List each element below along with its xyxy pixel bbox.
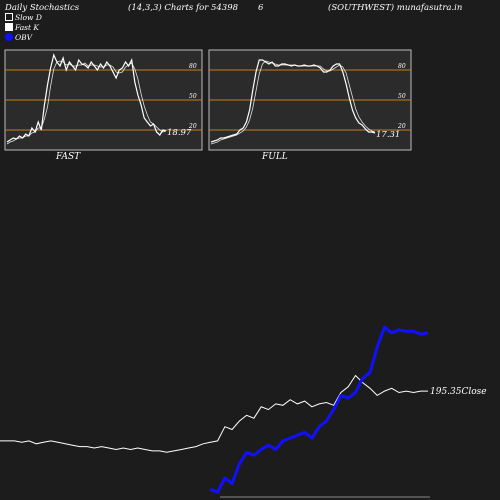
legend-slow-d-label: Slow D xyxy=(15,13,42,22)
fast-slow-d-line xyxy=(6,60,167,145)
full-fast-k-line xyxy=(210,59,376,143)
full-level-50-label: 50 xyxy=(398,93,406,100)
full-level-80-label: 80 xyxy=(398,63,406,70)
slow-d-swatch xyxy=(5,13,13,21)
legend-obv-label: OBV xyxy=(15,33,33,42)
obv-line xyxy=(209,325,429,494)
fast-panel-label: FAST xyxy=(56,152,81,162)
full-slow-d-line xyxy=(210,60,376,145)
chart-title: Daily Stochastics xyxy=(5,3,80,13)
obv-swatch xyxy=(5,33,13,41)
fast-fast-k-line xyxy=(6,53,167,143)
full-level-20-label: 20 xyxy=(397,123,406,130)
full-value-label: 17.31 xyxy=(376,130,400,140)
full-panel-label: FULL xyxy=(262,152,288,162)
fast-value-label: 18.97 xyxy=(167,128,192,138)
legend-fast-k: Fast K xyxy=(5,23,39,32)
fast-level-20-label: 20 xyxy=(188,123,197,130)
company-name: (SOUTHWEST) munafasutra.in xyxy=(328,3,463,13)
legend-slow-d: Slow D xyxy=(5,13,42,22)
stock-code: 6 xyxy=(258,3,264,13)
close-price-line xyxy=(0,374,428,453)
close-value-label: 195.35Close xyxy=(430,387,487,397)
fast-level-80-label: 80 xyxy=(189,63,197,70)
chart-params: (14,3,3) Charts for 54398 xyxy=(128,3,239,13)
legend-obv: OBV xyxy=(5,33,32,42)
fast-k-swatch xyxy=(5,23,13,31)
legend-fast-k-label: Fast K xyxy=(15,23,40,32)
fast-level-50-label: 50 xyxy=(189,93,197,100)
